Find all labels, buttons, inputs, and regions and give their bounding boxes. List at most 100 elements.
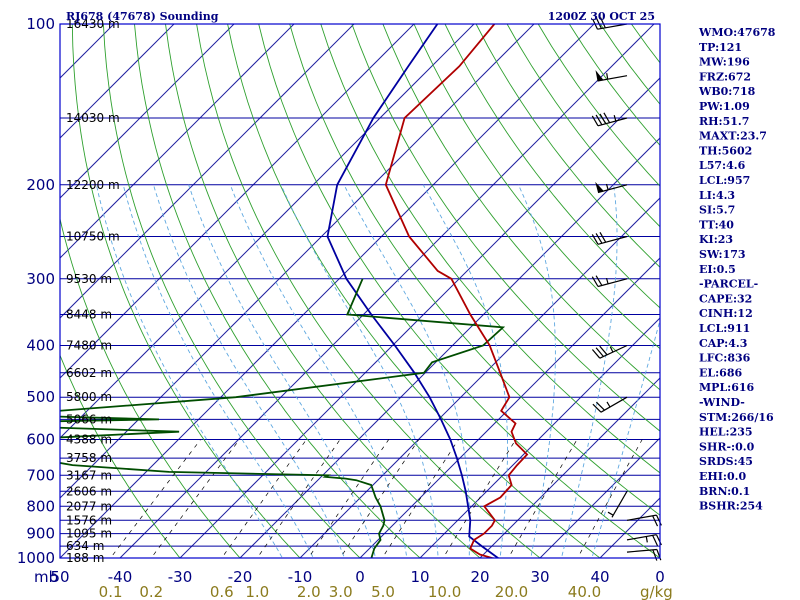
temperature-tick-label: 20 [470,568,489,586]
mixing-ratio-line [577,439,643,558]
isotherm-line [60,24,355,319]
index-item: WMO:47678 [698,26,776,39]
pressure-tick-label: 400 [26,337,55,355]
mixing-ratio-label: 3.0 [329,583,353,600]
mixing-ratio-line [308,439,389,558]
moist-adiabat-line [188,184,377,558]
wind-barb [595,181,628,194]
profile-layer [60,24,529,558]
temperature-tick-label: -40 [108,568,133,586]
index-item: SW:173 [699,248,746,261]
wind-barb-feather [599,113,607,125]
wind-barb-staff [626,534,657,541]
height-label: 6602 m [66,366,112,380]
wind-barb-feather [599,345,608,356]
isotherm-line [60,24,535,499]
height-label: 4388 m [66,433,112,447]
index-item: -PARCEL- [699,278,758,291]
index-item: TH:5602 [699,144,752,157]
wind-barb-half-feather [609,346,614,353]
wind-barb-staff [626,548,657,553]
wind-barb-staff [626,514,657,521]
index-item: BSHR:254 [699,500,763,513]
dry-adiabat-line [413,24,660,350]
isotherm-line [479,377,660,558]
temperature-tick-label: 40 [590,568,609,586]
mixing-ratio-label: 20.0 [495,583,528,600]
index-item: STM:266/16 [699,411,774,424]
temperature-tick-label: -20 [228,568,253,586]
mixing-ratio-line [442,439,517,558]
mixing-ratio-label: 0.2 [139,583,163,600]
wind-barb-feather [595,347,604,357]
index-item: -WIND- [699,396,745,409]
index-item: MW:196 [699,56,750,69]
wind-barb-feather [591,276,599,287]
wind-barb-feather [599,17,606,29]
index-item: RH:51.7 [699,115,749,128]
wind-barb-half-feather [605,183,609,190]
wind-barb-staff [597,75,628,82]
pressure-tick-label: 200 [26,176,55,194]
index-item: HEL:235 [699,426,753,439]
moist-adiabat-line [280,184,439,558]
height-label: 1576 m [66,513,112,527]
wind-barb-feather [591,349,601,359]
isotherm-line [60,24,235,199]
height-label: 188 m [66,551,104,565]
wind-barb-flag [595,181,604,193]
moist-adiabat-line [95,184,283,558]
height-label: 7480 m [66,339,112,353]
isotherm-line [239,137,660,558]
wind-barb-feather [591,234,599,245]
index-item: LCL:957 [699,174,750,187]
isotherm-line [419,317,660,558]
index-item: EI:0.5 [699,263,736,276]
height-label: 3167 m [66,468,112,482]
mixing-ratio-label: 5.0 [371,583,395,600]
temperature-line [384,24,529,558]
wind-barb [607,491,628,518]
wind-barb-feather [595,275,603,286]
index-item: EL:686 [699,366,742,379]
index-item: EHI:0.0 [699,470,746,483]
temperature-tick-label: -30 [168,568,193,586]
height-label: 14030 m [66,111,120,125]
temperature-tick-label: 30 [530,568,549,586]
dry-adiabat-line [320,24,660,474]
dry-adiabat-line [351,24,660,432]
height-label: 2606 m [66,484,112,498]
index-item: TP:121 [699,41,742,54]
mixing-ratio-line [339,439,420,558]
isotherm-line [299,197,660,558]
index-item: FRZ:672 [699,70,751,83]
wind-barb-feather [652,549,658,561]
wind-barb-feather [595,401,605,411]
moist-adiabat-line [122,184,314,558]
dry-adiabat-line [475,24,660,268]
wind-barb-staff [597,278,628,288]
pressure-tick-label: 600 [26,431,55,449]
wind-barb-staff [597,235,628,245]
pressure-tick-label: 300 [26,270,55,288]
mixing-ratio-label: 2.0 [297,583,321,600]
dry-adiabat-line [60,216,241,558]
moist-adiabat-line [153,184,345,558]
index-item: SHR-:0.0 [699,440,755,453]
wind-barb-feather [599,232,607,243]
wind-barb-feather [595,17,602,29]
pressure-tick-label: 500 [26,388,55,406]
height-label: 16430 m [66,17,120,31]
height-label: 8448 m [66,308,112,322]
wind-barb-staff [611,491,628,518]
wind-barb [591,232,628,245]
mixing-ratio-line [507,439,578,558]
temperature-tick-label: 0 [655,568,665,586]
wind-barb-feather [603,112,611,123]
index-item: CINH:12 [699,307,753,320]
wind-barb-flag [595,70,604,81]
pressure-unit-label: mb [34,568,58,586]
height-label: 9530 m [66,272,112,286]
